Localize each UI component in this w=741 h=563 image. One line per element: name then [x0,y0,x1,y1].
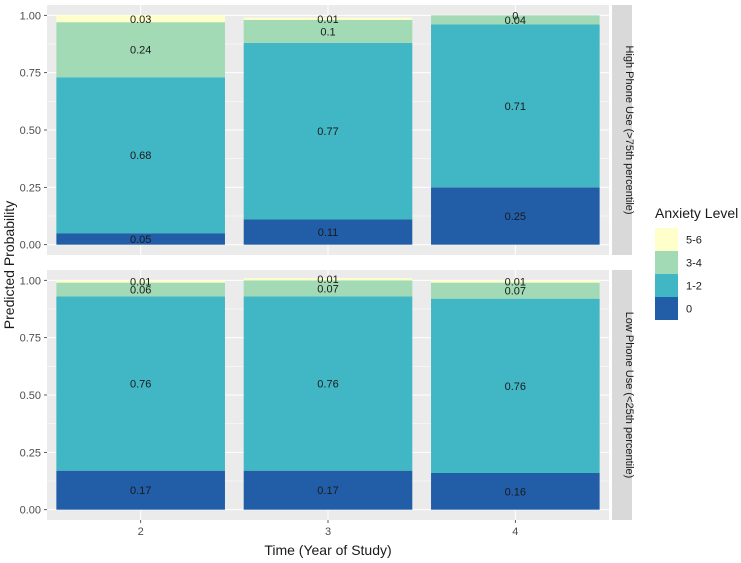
x-tick-label: 3 [325,526,331,538]
bar-segment-1-2 [56,296,225,471]
bar-value-label: 0.06 [130,284,151,296]
bar-value-label: 0.16 [505,486,526,498]
facet-strip [612,270,632,520]
bar-value-label: 0.71 [505,101,526,113]
bar-segment-3-4 [243,280,413,297]
x-tick-label: 2 [138,526,144,538]
bar-segment-5-6 [56,280,225,283]
y-tick-label: 0.75 [20,333,41,345]
bar-segment-5-6 [56,15,225,23]
bar-value-label: 0.01 [317,274,338,286]
y-tick-label: 0.50 [20,125,41,137]
bar-value-label: 0.68 [130,150,151,162]
bar-segment-0 [56,470,225,510]
bar-value-label: 0.04 [505,15,526,27]
bar-segment-3-4 [56,22,225,78]
bar-segment-0 [243,470,413,510]
bar-segment-3-4 [431,282,600,299]
legend-key-5-6 [655,228,678,251]
bar-value-label: 0.1 [320,26,335,38]
bar-value-label: 0.01 [505,276,526,288]
bar-segment-0 [243,219,413,245]
y-tick-label: 1.00 [20,275,41,287]
x-tick-label: 4 [512,526,518,538]
y-tick-label: 0.25 [20,447,41,459]
bar-value-label: 0.76 [130,379,151,391]
facet-strip-label: High Phone Use (>75th percentile) [623,45,635,214]
bar-value-label: 0.17 [130,485,151,497]
bar-segment-1-2 [243,296,413,471]
bar-segment-3-4 [431,15,600,25]
bar-segment-3-4 [243,19,413,43]
bar-segment-3-4 [56,282,225,297]
facet-strip-label: Low Phone Use (<25th percentile) [623,312,635,479]
bar-segment-5-6 [431,280,600,283]
legend-label: 5-6 [686,235,702,247]
bar-value-label: 0.05 [130,234,151,246]
bar-segment-0 [431,187,600,245]
y-tick-label: 1.00 [20,10,41,22]
bar-segment-5-6 [243,278,413,281]
bar-value-label: 0.07 [505,286,526,298]
bar-value-label: 0.01 [130,276,151,288]
y-tick-label: 0.00 [20,240,41,252]
bar-value-label: 0.77 [317,126,338,138]
bar-value-label: 0 [512,10,518,22]
bar-segment-0 [431,472,600,510]
facet-strip [612,5,632,255]
y-tick-label: 0.00 [20,505,41,517]
bar-value-label: 0.11 [318,227,339,239]
legend-label: 3-4 [686,258,702,270]
bar-value-label: 0.07 [317,283,338,295]
legend-title: Anxiety Level [655,205,738,221]
legend-key-0 [655,297,678,320]
bar-value-label: 0.03 [130,14,151,26]
x-axis-title: Time (Year of Study) [264,542,391,558]
legend-key-1-2 [655,274,678,297]
bar-segment-0 [56,233,225,245]
bar-segment-5-6 [243,17,413,20]
bar-segment-1-2 [431,298,600,473]
bar-value-label: 0.01 [317,14,338,26]
legend-label: 1-2 [686,281,702,293]
bar-value-label: 0.76 [317,379,338,391]
y-tick-label: 0.50 [20,390,41,402]
bar-segment-1-2 [243,42,413,220]
bar-value-label: 0.76 [505,381,526,393]
y-tick-label: 0.25 [20,182,41,194]
y-axis-title: Predicted Probability [1,201,17,329]
legend-label: 0 [686,304,692,316]
bar-value-label: 0.24 [130,45,151,57]
bar-value-label: 0.17 [317,485,338,497]
legend-key-3-4 [655,251,678,274]
bar-segment-1-2 [56,77,225,234]
bar-segment-1-2 [431,24,600,188]
bar-value-label: 0.25 [505,211,526,223]
y-tick-label: 0.75 [20,68,41,80]
